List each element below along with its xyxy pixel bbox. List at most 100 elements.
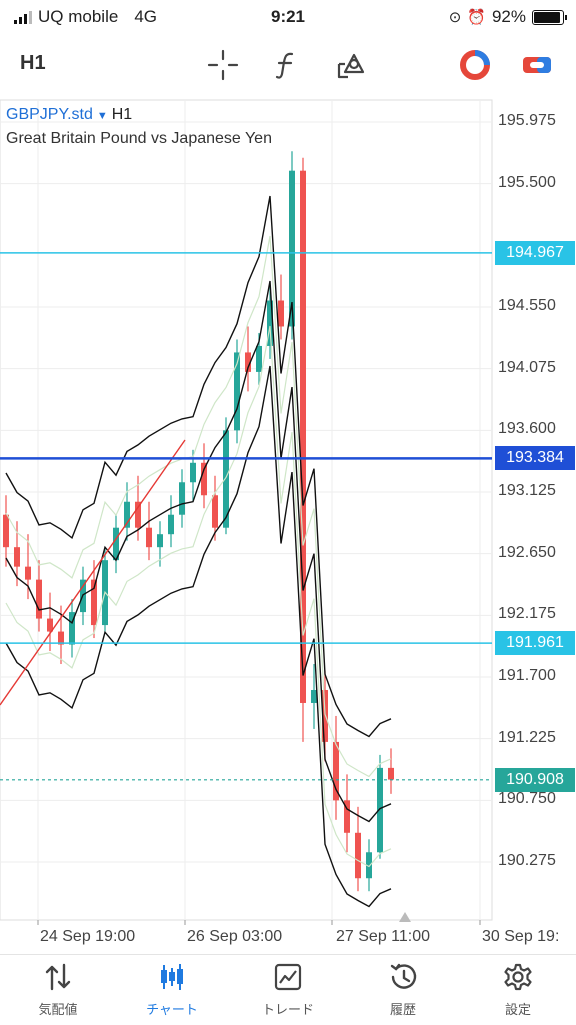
- candle-body: [179, 482, 185, 515]
- candle-body: [377, 767, 383, 853]
- candle-body: [355, 832, 361, 879]
- status-right: ⊙ ⏰ 92%: [448, 7, 567, 27]
- price-axis-label: 190.275: [498, 852, 556, 869]
- chart-toolbar: H1: [0, 38, 576, 94]
- battery-fill: [534, 11, 560, 23]
- symbol-label[interactable]: GBPJPY.std ▼ H1: [6, 106, 132, 124]
- trend-line: [0, 439, 186, 706]
- chart-canvas[interactable]: [0, 96, 576, 954]
- nav-label: 気配値: [38, 1002, 78, 1017]
- network-type: 4G: [134, 7, 157, 26]
- candle-body: [289, 170, 295, 327]
- symbol-timeframe: H1: [111, 106, 133, 123]
- price-axis-label: 194.075: [498, 358, 556, 376]
- chart-icon: [124, 961, 220, 993]
- clock: 9:21: [270, 7, 306, 26]
- candle-body: [146, 527, 152, 548]
- nav-label: 履歴: [389, 1002, 416, 1017]
- candle-body: [234, 352, 240, 431]
- rotation-lock-icon: ⊙: [448, 9, 462, 26]
- price-axis-label: 193.125: [498, 482, 556, 499]
- candle-body: [212, 495, 218, 528]
- indicators-icon[interactable]: [270, 48, 304, 82]
- time-label: 24 Sep 19:00: [40, 928, 136, 945]
- toggle-icon[interactable]: [520, 48, 554, 82]
- candle-body: [388, 767, 394, 780]
- candle-body: [3, 514, 9, 548]
- candle-body: [47, 618, 53, 632]
- time-label: 30 Sep 19:: [482, 928, 560, 945]
- candle-body: [135, 501, 141, 528]
- price-axis-label: 195.500: [498, 173, 556, 191]
- nav-label: 設定: [504, 1002, 531, 1017]
- nav-label: トレード: [261, 1002, 314, 1017]
- price-axis-label: 190.750: [498, 790, 556, 808]
- band-line: [5, 195, 392, 738]
- history-icon: [355, 961, 451, 993]
- candle-body: [333, 741, 339, 801]
- battery-icon: [532, 9, 567, 25]
- candle-body: [157, 534, 163, 548]
- nav-history[interactable]: 履歴: [355, 961, 451, 1018]
- candle-body: [223, 430, 229, 528]
- bottom-nav: 気配値 チャート トレード 履歴 設定: [0, 954, 576, 1025]
- candle-body: [124, 501, 130, 528]
- signal-icon: [14, 10, 32, 24]
- current-price-tag: 190.908: [495, 767, 575, 792]
- candle-body: [36, 579, 42, 619]
- level-price-tag[interactable]: 193.384: [495, 446, 575, 471]
- band-line: [5, 280, 392, 823]
- candle-body: [344, 800, 350, 833]
- nav-trade[interactable]: トレード: [240, 961, 336, 1018]
- nav-label: チャート: [146, 1002, 198, 1017]
- price-axis-label: 191.700: [498, 667, 556, 684]
- time-label: 27 Sep 11:00: [336, 928, 431, 945]
- candle-body: [278, 300, 284, 327]
- price-axis-label: 191.225: [498, 728, 556, 746]
- battery-percent: 92%: [491, 7, 526, 26]
- alarm-icon: ⏰: [467, 9, 486, 26]
- level-price-tag[interactable]: 194.967: [495, 240, 575, 265]
- price-chart[interactable]: [0, 96, 576, 954]
- nav-quotes[interactable]: 気配値: [10, 961, 106, 1018]
- timeframe-button[interactable]: H1: [20, 52, 46, 74]
- objects-icon[interactable]: [334, 48, 368, 82]
- band-line: [5, 235, 392, 778]
- symbol-description: Great Britain Pound vs Japanese Yen: [6, 130, 272, 147]
- chevron-down-icon[interactable]: ▼: [96, 110, 108, 122]
- price-axis-label: 194.550: [498, 297, 556, 314]
- status-bar: UQ mobile 4G 9:21 ⊙ ⏰ 92%: [0, 0, 576, 34]
- trade-signal-icon[interactable]: [458, 48, 492, 82]
- candle-body: [58, 631, 64, 645]
- time-label: 26 Sep 03:00: [187, 928, 283, 945]
- plot-area: [0, 99, 493, 921]
- symbol-name[interactable]: GBPJPY.std: [6, 106, 93, 123]
- candle-body: [91, 579, 97, 626]
- quotes-icon: [10, 961, 106, 993]
- candle-body: [366, 852, 372, 879]
- candle-body: [245, 352, 251, 372]
- price-axis-label: 192.175: [498, 605, 556, 623]
- band-line: [5, 325, 392, 868]
- nav-chart[interactable]: チャート: [124, 961, 220, 1018]
- carrier-info: UQ mobile 4G: [14, 7, 157, 27]
- candle-body: [113, 527, 119, 561]
- candle-body: [168, 514, 174, 535]
- price-axis-label: 193.600: [498, 420, 556, 438]
- trade-icon: [240, 961, 336, 993]
- shift-marker: [399, 912, 411, 922]
- price-axis-label: 192.650: [498, 543, 556, 561]
- crosshair-icon[interactable]: [206, 48, 240, 82]
- candle-body: [25, 566, 31, 580]
- level-price-tag[interactable]: 191.961: [495, 631, 575, 656]
- candle-body: [300, 170, 306, 703]
- candle-body: [267, 300, 273, 346]
- settings-icon: [470, 961, 566, 993]
- candle-body: [190, 462, 196, 483]
- candle-body: [311, 689, 317, 703]
- band-line: [5, 365, 392, 908]
- candle-body: [201, 462, 207, 496]
- carrier-name: UQ mobile: [38, 7, 119, 26]
- nav-settings[interactable]: 設定: [470, 961, 566, 1018]
- candle-body: [69, 612, 75, 645]
